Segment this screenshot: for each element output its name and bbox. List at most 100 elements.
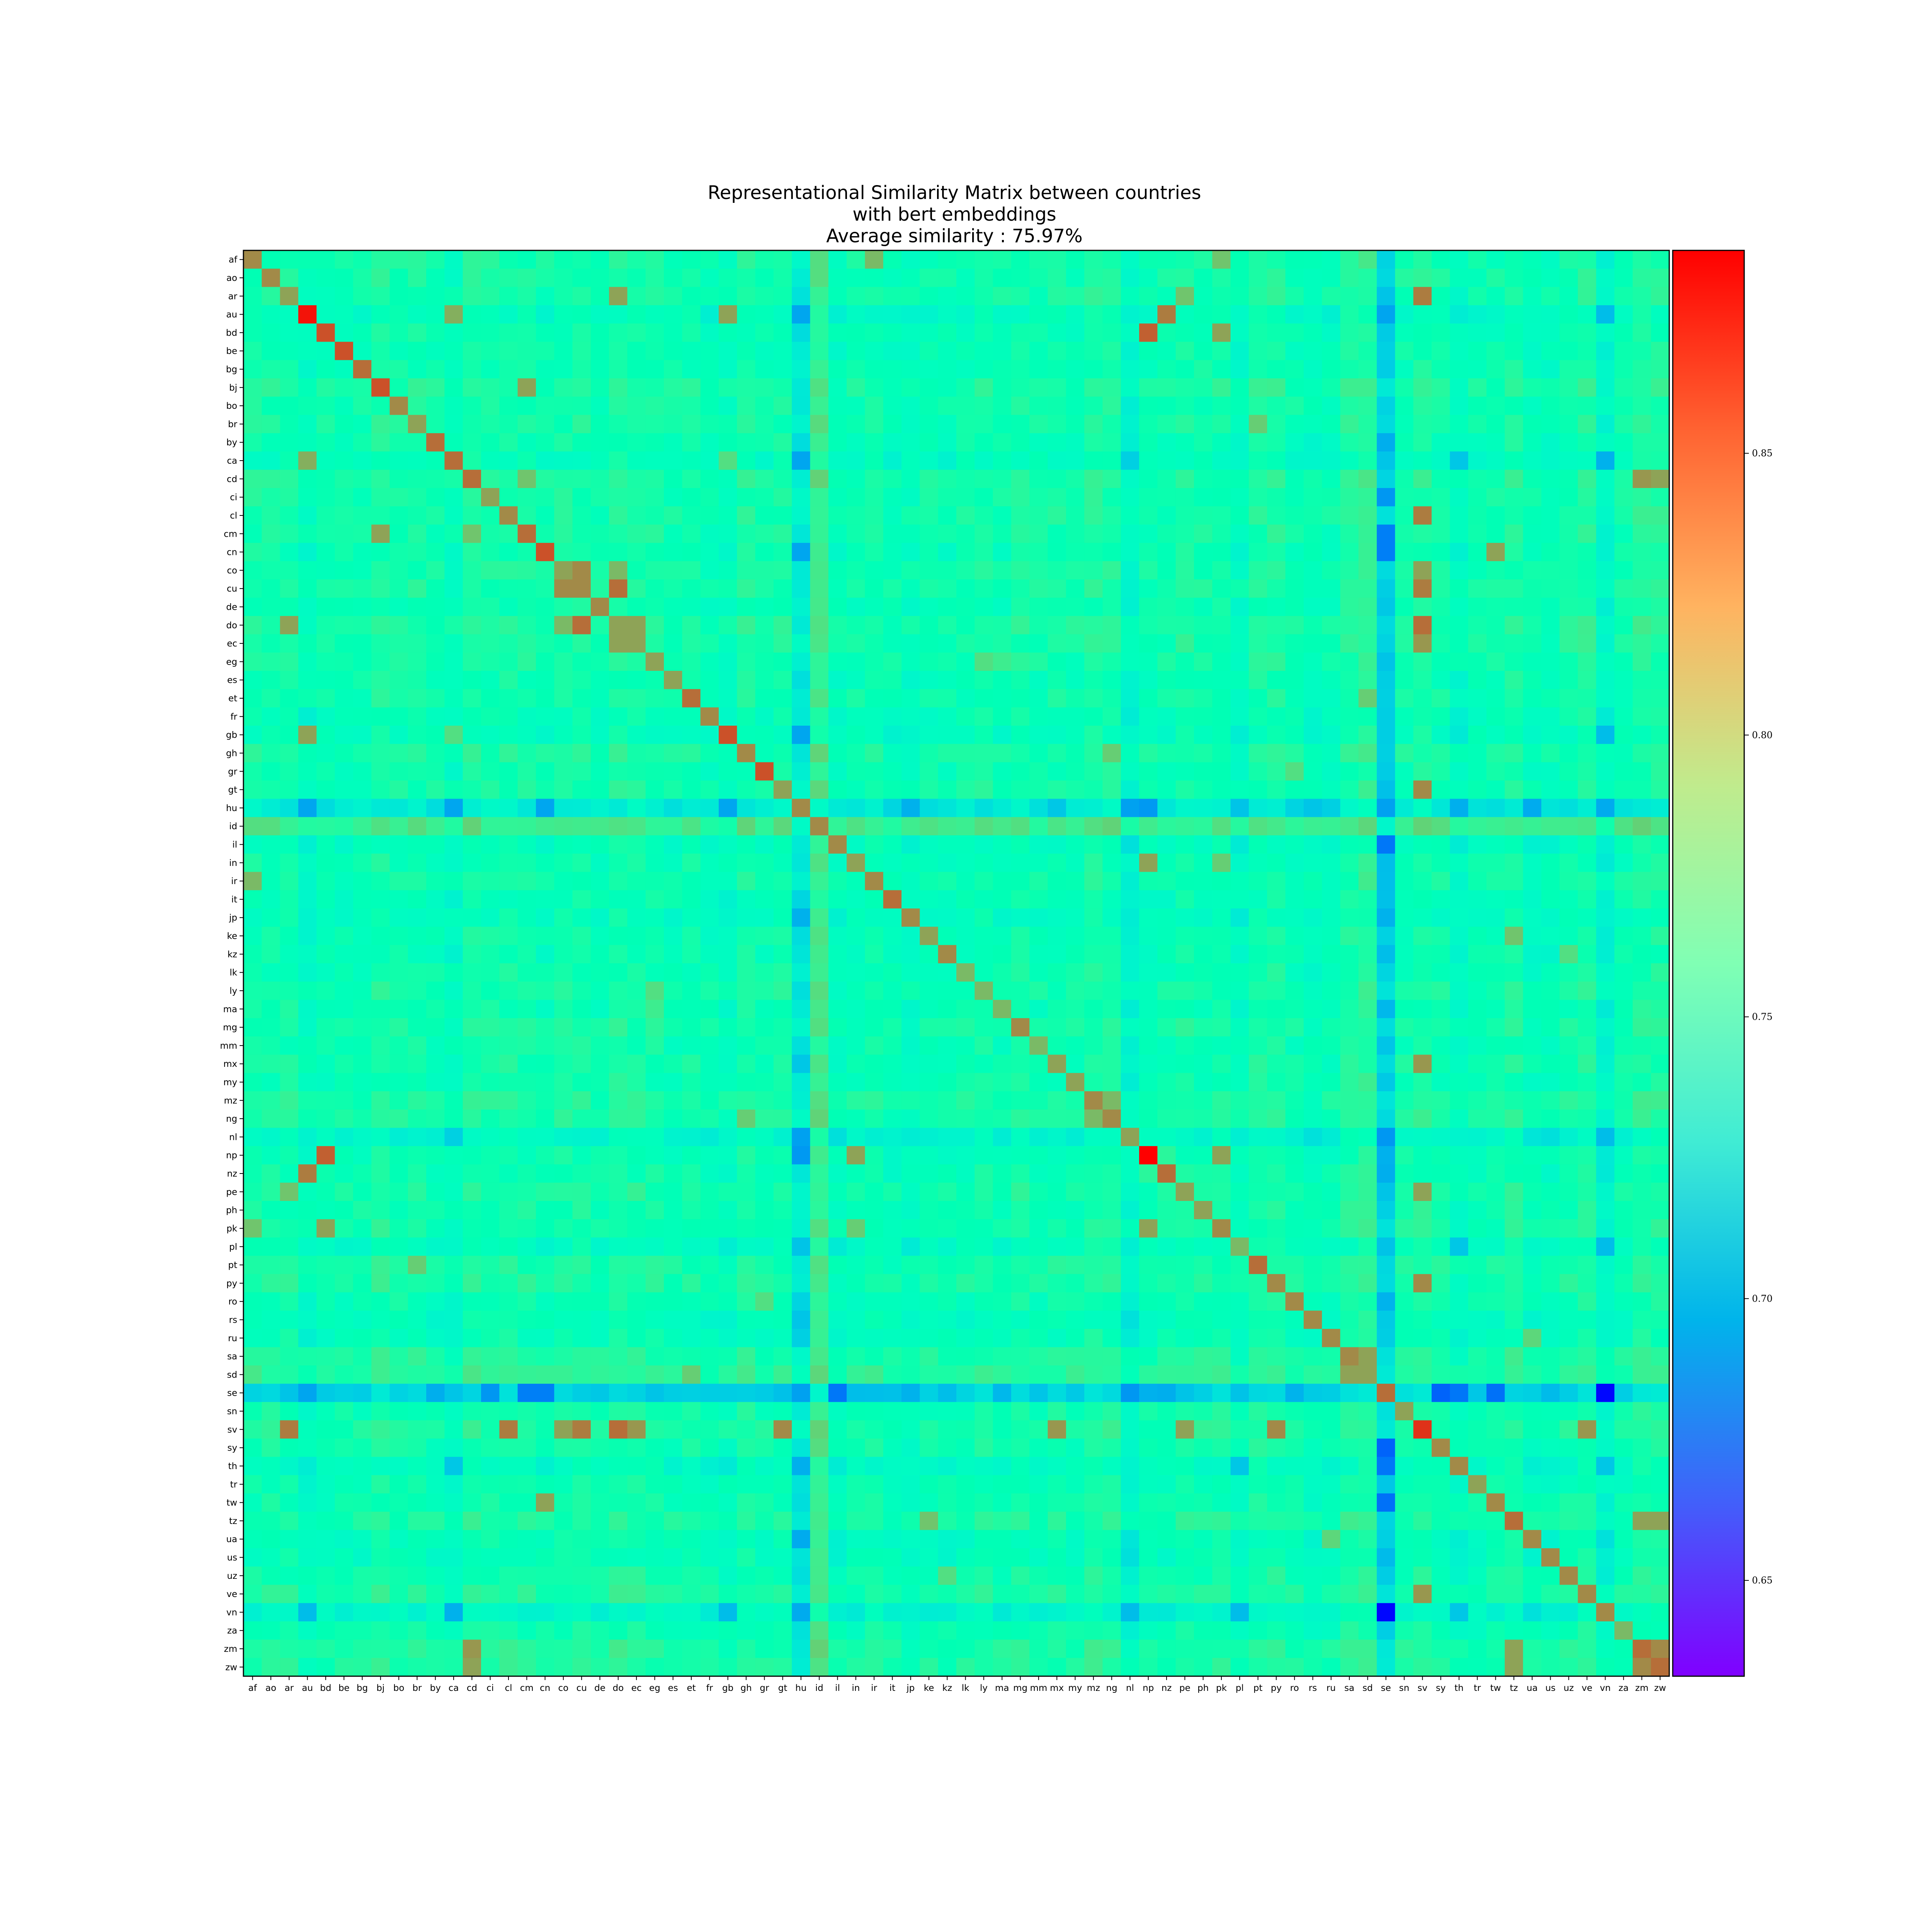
heatmap-cell-py-sn (1395, 1274, 1414, 1293)
heatmap-cell-cn-tw (1486, 543, 1505, 561)
heatmap-cell-ca-mz (1084, 451, 1103, 470)
heatmap-cell-hu-nl (1121, 799, 1139, 818)
heatmap-cell-es-eg (645, 671, 664, 689)
heatmap-cell-ec-zm (1633, 634, 1651, 653)
heatmap-cell-it-za (1614, 890, 1633, 909)
heatmap-cell-ma-in (847, 1000, 866, 1019)
heatmap-cell-ph-ve (1578, 1201, 1597, 1219)
heatmap-cell-gr-sd (1358, 762, 1377, 781)
heatmap-cell-by-af (243, 433, 262, 452)
heatmap-cell-sa-af (243, 1347, 262, 1366)
heatmap-cell-gt-bo (389, 780, 408, 799)
heatmap-cell-et-mz (1084, 689, 1103, 708)
heatmap-cell-cu-mz (1084, 579, 1103, 598)
heatmap-cell-id-ru (1322, 817, 1341, 836)
heatmap-cell-nz-mz (1084, 1164, 1103, 1183)
heatmap-cell-lk-ma (993, 963, 1012, 982)
heatmap-cell-et-by (426, 689, 445, 708)
heatmap-cell-cl-bd (316, 506, 335, 525)
heatmap-cell-mx-tz (1505, 1054, 1524, 1073)
heatmap-cell-py-bo (389, 1274, 408, 1293)
heatmap-cell-it-au (298, 890, 317, 909)
heatmap-cell-pe-ar (280, 1182, 299, 1201)
heatmap-cell-mg-nl (1121, 1018, 1139, 1037)
heatmap-cell-ro-py (1267, 1292, 1286, 1311)
heatmap-cell-bj-np (1139, 378, 1158, 397)
heatmap-cell-cn-cu (572, 543, 591, 561)
heatmap-cell-cu-cu (572, 579, 591, 598)
heatmap-cell-ma-cd (463, 1000, 481, 1019)
heatmap-cell-mm-au (298, 1036, 317, 1055)
heatmap-cell-pl-sv (1413, 1237, 1432, 1256)
heatmap-cell-gt-au (298, 780, 317, 799)
heatmap-cell-id-ua (1523, 817, 1542, 836)
heatmap-cell-eg-bj (371, 652, 390, 671)
heatmap-cell-rs-tw (1486, 1310, 1505, 1329)
heatmap-cell-ke-it (883, 927, 902, 946)
heatmap-cell-cm-sd (1358, 524, 1377, 543)
heatmap-cell-bg-pe (1175, 360, 1194, 379)
heatmap-cell-fr-sa (1340, 707, 1359, 726)
heatmap-cell-gh-ao (262, 744, 281, 763)
heatmap-cell-ru-ru (1322, 1329, 1341, 1348)
heatmap-cell-ly-vn (1596, 981, 1615, 1000)
heatmap-cell-co-sv (1413, 561, 1432, 580)
heatmap-cell-et-il (828, 689, 847, 708)
heatmap-cell-il-py (1267, 835, 1286, 854)
heatmap-cell-by-mm (1029, 433, 1048, 452)
heatmap-cell-bg-zm (1633, 360, 1651, 379)
heatmap-cell-nz-mx (1048, 1164, 1066, 1183)
heatmap-cell-pt-es (664, 1255, 682, 1274)
heatmap-cell-sd-pt (1248, 1365, 1267, 1384)
heatmap-cell-sa-ru (1322, 1347, 1341, 1366)
heatmap-cell-br-rs (1303, 415, 1322, 434)
heatmap-cell-bd-cu (572, 323, 591, 342)
heatmap-cell-et-fr (700, 689, 719, 708)
heatmap-cell-ca-et (682, 451, 701, 470)
heatmap-cell-es-pl (1230, 671, 1249, 689)
heatmap-cell-sa-rs (1303, 1347, 1322, 1366)
heatmap-cell-pk-af (243, 1219, 262, 1238)
heatmap-cell-eg-zw (1651, 652, 1670, 671)
heatmap-cell-gh-mx (1048, 744, 1066, 763)
heatmap-cell-br-ca (444, 415, 463, 434)
heatmap-cell-ca-sa (1340, 451, 1359, 470)
heatmap-cell-bj-sn (1395, 378, 1414, 397)
heatmap-cell-ci-ca (444, 488, 463, 507)
heatmap-cell-ci-ir (865, 488, 884, 507)
heatmap-cell-mz-tr (1468, 1091, 1487, 1110)
heatmap-cell-rs-za (1614, 1310, 1633, 1329)
heatmap-cell-hu-ke (920, 799, 939, 818)
heatmap-cell-ec-ma (993, 634, 1012, 653)
heatmap-cell-gt-zw (1651, 780, 1670, 799)
heatmap-cell-be-ci (481, 342, 500, 361)
heatmap-cell-bg-es (664, 360, 682, 379)
heatmap-cell-de-ru (1322, 597, 1341, 616)
heatmap-cell-nz-ca (444, 1164, 463, 1183)
heatmap-cell-bg-jp (901, 360, 920, 379)
heatmap-cell-ar-np (1139, 287, 1158, 306)
heatmap-cell-pe-br (408, 1182, 427, 1201)
heatmap-cell-af-zw (1651, 250, 1670, 269)
heatmap-cell-nz-pk (1212, 1164, 1231, 1183)
heatmap-cell-bg-gr (755, 360, 774, 379)
heatmap-cell-af-ru (1322, 250, 1341, 269)
heatmap-cell-de-ng (1102, 597, 1121, 616)
heatmap-cell-pt-gt (773, 1255, 792, 1274)
heatmap-cell-bd-cl (499, 323, 518, 342)
heatmap-cell-ph-pl (1230, 1201, 1249, 1219)
heatmap-cell-id-ar (280, 817, 299, 836)
heatmap-cell-nz-vn (1596, 1164, 1615, 1183)
heatmap-cell-mm-ar (280, 1036, 299, 1055)
heatmap-cell-br-jp (901, 415, 920, 434)
heatmap-cell-cd-cu (572, 469, 591, 488)
heatmap-cell-by-nl (1121, 433, 1139, 452)
heatmap-cell-jp-zm (1633, 908, 1651, 927)
heatmap-cell-ke-gr (755, 927, 774, 946)
heatmap-cell-cu-sa (1340, 579, 1359, 598)
heatmap-cell-cm-bd (316, 524, 335, 543)
heatmap-cell-pk-tz (1505, 1219, 1524, 1238)
heatmap-cell-pt-mm (1029, 1255, 1048, 1274)
heatmap-cell-co-et (682, 561, 701, 580)
heatmap-cell-cu-sd (1358, 579, 1377, 598)
